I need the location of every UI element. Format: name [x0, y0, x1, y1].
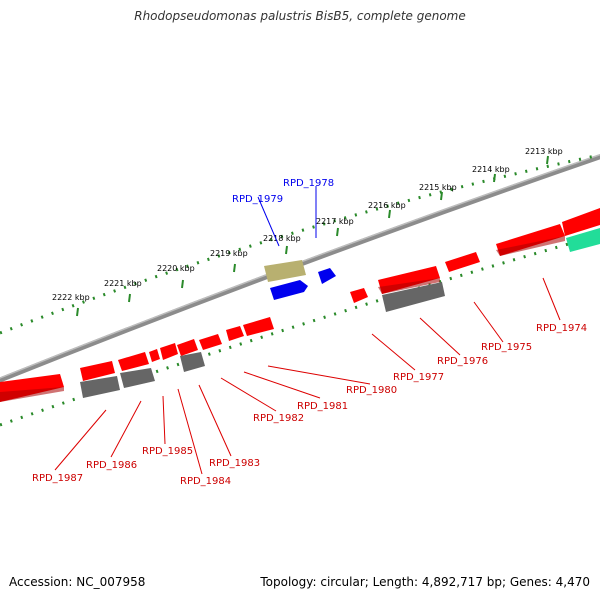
gene-forward — [177, 339, 198, 356]
gene-label: RPD_1975 — [481, 342, 532, 353]
tick-mark — [76, 307, 79, 317]
tick-mark — [388, 209, 391, 219]
gene-label: RPD_1983 — [209, 458, 260, 469]
gene-olive — [264, 260, 306, 282]
tick-label: 2217 kbp — [316, 217, 354, 226]
gene-label: RPD_1984 — [180, 476, 231, 487]
gene-forward — [149, 349, 160, 362]
gene-label: RPD_1978 — [283, 178, 334, 189]
label-line — [419, 317, 461, 356]
tick-label: 2214 kbp — [472, 165, 510, 174]
tick-mark — [546, 155, 549, 165]
tick-label: 2215 kbp — [419, 183, 457, 192]
gene-cyan — [566, 228, 600, 252]
map-title: Rhodopseudomonas palustris BisB5, comple… — [134, 9, 466, 23]
gene-blue — [318, 268, 336, 284]
tick-label: 2218 kbp — [263, 234, 301, 243]
gene-label: RPD_1981 — [297, 401, 348, 412]
tick-label: 2213 kbp — [525, 147, 563, 156]
label-line — [243, 371, 321, 399]
tick-label: 2219 kbp — [210, 249, 248, 258]
gene-label: RPD_1976 — [437, 356, 488, 367]
tick-label: 2222 kbp — [52, 293, 90, 302]
gene-forward — [445, 252, 480, 272]
gene-forward-shade — [0, 387, 64, 402]
label-line — [198, 384, 232, 457]
gene-forward — [160, 343, 178, 360]
gene-label: RPD_1977 — [393, 372, 444, 383]
gene-blue — [270, 280, 308, 300]
accession-text: Accession: NC_007958 — [9, 575, 146, 589]
tick-mark — [128, 293, 131, 303]
gene-grey — [120, 368, 155, 388]
gene-forward — [80, 361, 115, 381]
gene-grey — [80, 376, 120, 398]
gene-label: RPD_1980 — [346, 385, 397, 396]
gene-label: RPD_1986 — [86, 460, 137, 471]
tick-label: 2221 kbp — [104, 279, 142, 288]
label-line — [177, 388, 203, 475]
gene-label: RPD_1987 — [32, 473, 83, 484]
topology-text: Topology: circular; Length: 4,892,717 bp… — [260, 575, 590, 589]
gene-grey — [180, 352, 205, 372]
label-line — [257, 196, 280, 247]
label-line — [542, 277, 561, 321]
gene-forward — [243, 317, 274, 336]
tick-mark — [181, 279, 184, 289]
tick-mark — [233, 263, 236, 273]
label-line — [110, 400, 142, 458]
tick-mark — [285, 245, 288, 255]
label-line — [473, 301, 504, 343]
label-line — [162, 395, 166, 445]
label-line — [371, 333, 416, 371]
tick-mark — [493, 173, 496, 183]
label-line — [220, 377, 277, 412]
outer-tick-ring — [0, 153, 600, 335]
tick-label: 2216 kbp — [368, 201, 406, 210]
gene-label: RPD_1982 — [253, 413, 304, 424]
label-line — [54, 409, 107, 471]
label-line — [267, 365, 371, 385]
gene-forward-shade — [378, 278, 440, 294]
gene-forward-shade — [496, 236, 565, 256]
gene-label: RPD_1985 — [142, 446, 193, 457]
gene-forward — [199, 334, 222, 350]
gene-grey — [382, 282, 445, 312]
tick-mark — [336, 227, 339, 237]
tick-label: 2220 kbp — [157, 264, 195, 273]
gene-forward — [562, 208, 600, 236]
gene-label: RPD_1979 — [232, 194, 283, 205]
gene-forward — [226, 326, 244, 341]
tick-mark — [440, 191, 443, 201]
gene-forward — [118, 352, 149, 371]
gene-forward — [350, 288, 368, 303]
gene-label: RPD_1974 — [536, 323, 587, 334]
